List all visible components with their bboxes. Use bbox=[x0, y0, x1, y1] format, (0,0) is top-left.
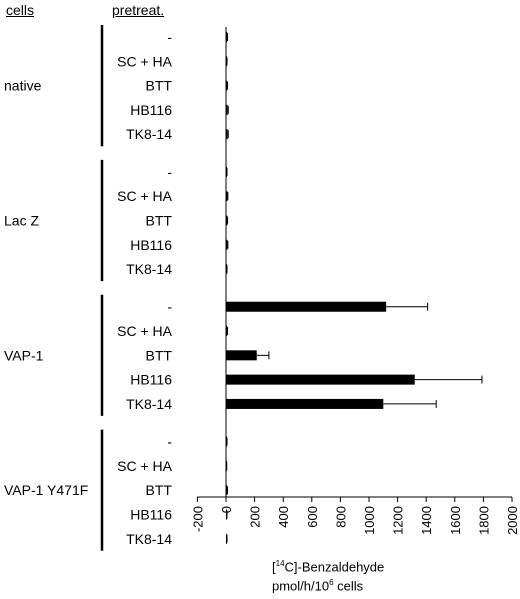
pretreat-label: HB116 bbox=[130, 102, 172, 118]
pretreat-label: HB116 bbox=[130, 372, 172, 388]
bar bbox=[226, 32, 228, 42]
bar bbox=[226, 104, 228, 115]
pretreat-header: pretreat. bbox=[112, 2, 165, 18]
pretreat-label: SC + HA bbox=[117, 188, 173, 204]
x-tick-label: 400 bbox=[276, 506, 291, 528]
bar bbox=[226, 301, 387, 312]
x-tick-label: 800 bbox=[333, 506, 348, 528]
x-axis-label-line2: pmol/h/106 cells bbox=[272, 578, 364, 594]
pretreat-label: TK8-14 bbox=[126, 531, 172, 547]
x-tick-label: 200 bbox=[248, 506, 263, 528]
pretreat-label: SC + HA bbox=[117, 323, 173, 339]
x-tick-label: -200 bbox=[190, 506, 205, 532]
group-label: native bbox=[4, 78, 42, 94]
group-label: VAP-1 Y471F bbox=[4, 482, 88, 498]
bar bbox=[226, 80, 228, 91]
group-label: Lac Z bbox=[4, 212, 39, 228]
x-tick-label: 1600 bbox=[448, 506, 463, 535]
bar bbox=[226, 129, 228, 140]
x-tick-label: 2000 bbox=[505, 506, 520, 535]
bar bbox=[226, 485, 228, 496]
bar bbox=[226, 398, 384, 409]
x-tick-label: 1000 bbox=[362, 506, 377, 535]
bar bbox=[226, 509, 227, 520]
x-tick-label: 1200 bbox=[391, 506, 406, 535]
pretreat-label: TK8-14 bbox=[126, 396, 172, 412]
pretreat-label: - bbox=[167, 164, 172, 180]
pretreat-label: - bbox=[167, 29, 172, 45]
bar bbox=[226, 326, 228, 337]
pretreat-label: - bbox=[167, 434, 172, 450]
x-tick-label: 600 bbox=[305, 506, 320, 528]
pretreat-label: HB116 bbox=[130, 237, 172, 253]
bar bbox=[226, 350, 257, 361]
x-tick-label: 1800 bbox=[476, 506, 491, 535]
pretreat-label: BTT bbox=[146, 78, 173, 94]
pretreat-label: BTT bbox=[146, 212, 173, 228]
pretreat-label: TK8-14 bbox=[126, 261, 172, 277]
pretreat-label: SC + HA bbox=[117, 458, 173, 474]
x-tick-label: 0 bbox=[219, 506, 234, 513]
x-tick-label: 1400 bbox=[419, 506, 434, 535]
bar bbox=[226, 191, 228, 202]
pretreat-label: BTT bbox=[146, 347, 173, 363]
bar bbox=[226, 374, 415, 385]
x-axis-label-line1: [14C]-Benzaldehyde bbox=[272, 559, 385, 575]
x-axis-label: [14C]-Benzaldehyde pmol/h/106 cells bbox=[272, 556, 384, 595]
bar bbox=[226, 533, 227, 544]
cells-header: cells bbox=[6, 2, 35, 18]
pretreat-label: SC + HA bbox=[117, 53, 173, 69]
bar bbox=[226, 215, 228, 226]
pretreat-label: HB116 bbox=[130, 506, 172, 522]
group-label: VAP-1 bbox=[4, 347, 44, 363]
pretreat-label: TK8-14 bbox=[126, 126, 172, 142]
bar bbox=[226, 239, 228, 250]
pretreat-label: - bbox=[167, 299, 172, 315]
pretreat-label: BTT bbox=[146, 482, 173, 498]
